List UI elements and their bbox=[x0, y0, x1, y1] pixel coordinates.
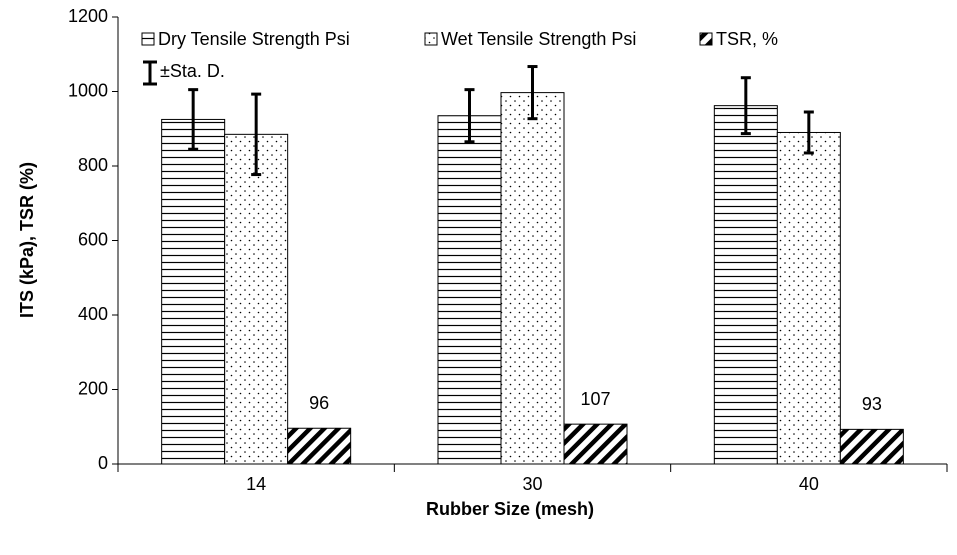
bar bbox=[437, 115, 502, 465]
error-bar bbox=[251, 92, 262, 177]
x-tick-label: 40 bbox=[799, 474, 819, 494]
error-bar bbox=[803, 110, 814, 155]
legend-swatch bbox=[141, 32, 155, 46]
x-tick-label: 30 bbox=[522, 474, 542, 494]
error-bar bbox=[740, 76, 751, 136]
error-bar bbox=[464, 88, 475, 144]
y-tick-label: 800 bbox=[78, 155, 108, 175]
y-tick-label: 1000 bbox=[68, 80, 108, 100]
data-label: 93 bbox=[862, 394, 882, 414]
legend-label: Wet Tensile Strength Psi bbox=[441, 29, 636, 49]
legend-swatch bbox=[699, 32, 713, 46]
y-tick-label: 0 bbox=[98, 453, 108, 473]
y-tick-label: 1200 bbox=[68, 6, 108, 26]
bar bbox=[287, 427, 352, 465]
legend-swatch bbox=[424, 32, 438, 46]
bar bbox=[161, 118, 226, 465]
y-tick-label: 400 bbox=[78, 304, 108, 324]
legend-label: ±Sta. D. bbox=[160, 61, 225, 81]
error-bar bbox=[188, 88, 199, 151]
y-axis-title: ITS (kPa), TSR (%) bbox=[17, 162, 37, 318]
legend-label: Dry Tensile Strength Psi bbox=[158, 29, 350, 49]
bar bbox=[500, 92, 565, 465]
bar bbox=[224, 133, 289, 465]
bar bbox=[839, 428, 904, 465]
x-tick-label: 14 bbox=[246, 474, 266, 494]
error-bar bbox=[527, 65, 538, 121]
bar bbox=[713, 105, 778, 465]
legend-label: TSR, % bbox=[716, 29, 778, 49]
bar bbox=[776, 131, 841, 465]
data-label: 96 bbox=[309, 393, 329, 413]
data-label: 107 bbox=[580, 389, 610, 409]
x-axis-title: Rubber Size (mesh) bbox=[426, 499, 594, 519]
bar bbox=[563, 423, 628, 465]
y-tick-label: 200 bbox=[78, 378, 108, 398]
y-tick-label: 600 bbox=[78, 229, 108, 249]
